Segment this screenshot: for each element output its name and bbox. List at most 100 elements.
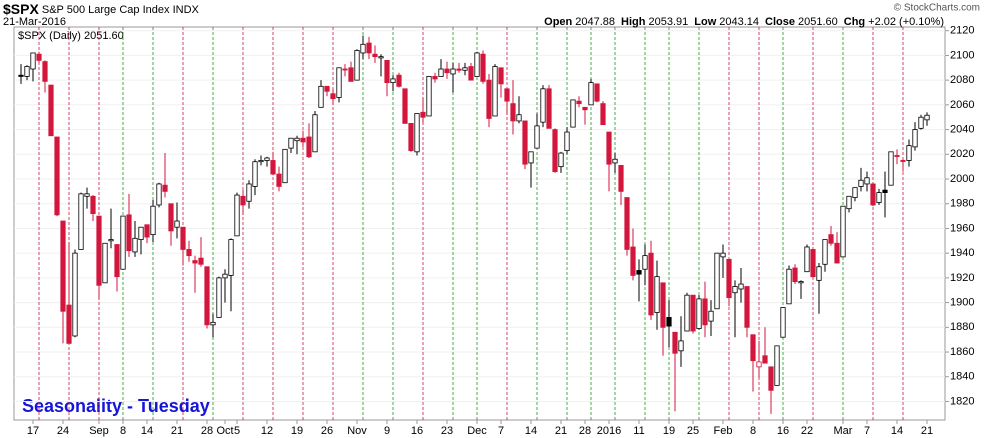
- candle-body: [234, 194, 240, 237]
- candle-body: [678, 340, 684, 352]
- candle-body: [180, 226, 186, 250]
- x-tick-label: 8: [120, 425, 126, 437]
- candle-body: [174, 220, 180, 228]
- candle-body: [120, 215, 126, 270]
- candle-body: [288, 137, 294, 149]
- candle-body: [18, 74, 24, 77]
- candle-body: [432, 76, 438, 80]
- y-tick-label: 1860: [950, 346, 974, 358]
- candle-body: [210, 321, 216, 326]
- candle-body: [588, 82, 594, 106]
- y-tick-label: 1820: [950, 395, 974, 407]
- x-tick-label: 28: [579, 425, 591, 437]
- candle-body: [906, 145, 912, 161]
- x-tick-label: 14: [141, 425, 153, 437]
- candle-body: [48, 84, 54, 137]
- candle-body: [918, 116, 924, 129]
- candle-body: [330, 93, 336, 100]
- candle-body: [864, 177, 870, 185]
- candle-body: [318, 85, 324, 108]
- candle-body: [348, 67, 354, 82]
- candle-body: [696, 298, 702, 329]
- y-tick-label: 2000: [950, 173, 974, 185]
- candle-body: [744, 286, 750, 328]
- candle-body: [492, 66, 498, 117]
- candle-body: [876, 192, 882, 203]
- y-tick-label: 1900: [950, 297, 974, 309]
- x-tick-label: 7: [498, 425, 504, 437]
- candle-body: [564, 131, 570, 151]
- candle-body: [240, 195, 246, 206]
- candle-body: [294, 137, 300, 142]
- x-tick-label: 25: [687, 425, 699, 437]
- candle-body: [414, 113, 420, 153]
- candle-body: [36, 53, 42, 61]
- candle-body: [354, 50, 360, 81]
- candle-body: [894, 155, 900, 157]
- x-tick-label: 5: [234, 425, 240, 437]
- stat-value: 2053.91: [649, 16, 689, 28]
- candle-body: [852, 187, 858, 198]
- candle-body: [252, 161, 258, 187]
- candle-body: [228, 239, 234, 276]
- candle-body: [324, 85, 330, 92]
- exchange: INDX: [173, 4, 200, 16]
- y-tick-label: 2060: [950, 99, 974, 111]
- stat-label: Low: [694, 16, 716, 28]
- stat-label: High: [621, 16, 646, 28]
- y-tick-label: 1980: [950, 198, 974, 210]
- y-tick-label: 1840: [950, 371, 974, 383]
- candle-body: [522, 120, 528, 165]
- candle-body: [420, 111, 426, 118]
- candle-body: [714, 252, 720, 310]
- x-tick-label: 17: [27, 425, 39, 437]
- candle-body: [756, 361, 762, 368]
- candle-body: [546, 88, 552, 129]
- x-tick-label: 23: [441, 425, 453, 437]
- candle-body: [528, 151, 534, 164]
- candle-body: [360, 43, 366, 54]
- stat-value: 2051.60: [798, 16, 838, 28]
- candle-body: [438, 68, 444, 77]
- candle-body: [426, 76, 432, 117]
- candle-body: [258, 160, 264, 163]
- candle-body: [558, 152, 564, 168]
- stat-label: Chg: [844, 16, 865, 28]
- candle-body: [666, 317, 672, 327]
- candle-body: [690, 294, 696, 332]
- y-tick-label: 1880: [950, 321, 974, 333]
- x-tick-label: Dec: [467, 425, 487, 437]
- x-tick-label: 8: [750, 425, 756, 437]
- stat-value: 2043.14: [719, 16, 759, 28]
- x-tick-label: 21: [555, 425, 567, 437]
- candle-body: [654, 276, 660, 313]
- candle-body: [66, 304, 72, 344]
- y-tick-label: 2040: [950, 123, 974, 135]
- candle-body: [924, 114, 930, 121]
- candle-body: [42, 61, 48, 82]
- candle-body: [372, 53, 378, 58]
- legend-value: 2051.60: [84, 30, 124, 42]
- candle-body: [672, 331, 678, 354]
- y-tick-label: 1940: [950, 247, 974, 259]
- x-tick-label: 21: [921, 425, 933, 437]
- x-tick-label: Sep: [89, 425, 109, 437]
- candle-body: [126, 214, 132, 252]
- legend: $SPX (Daily) 2051.60: [18, 30, 124, 42]
- y-tick-label: 2100: [950, 49, 974, 61]
- candle-body: [102, 242, 108, 284]
- candle-body: [114, 244, 120, 278]
- candle-body: [510, 103, 516, 122]
- candle-body: [246, 183, 252, 202]
- candle-body: [138, 226, 144, 240]
- x-tick-label: Oct: [216, 425, 233, 437]
- candle-body: [306, 136, 312, 158]
- candle-body: [636, 270, 642, 275]
- candle-body: [732, 286, 738, 294]
- candle-body: [216, 277, 222, 318]
- candle-body: [582, 106, 588, 111]
- candle-body: [462, 67, 468, 71]
- candle-body: [474, 52, 480, 77]
- x-tick-label: 19: [291, 425, 303, 437]
